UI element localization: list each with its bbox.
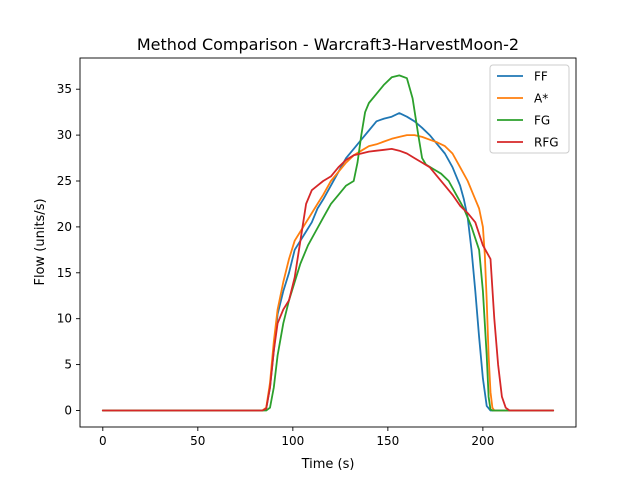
x-axis-label: Time (s) bbox=[301, 457, 355, 472]
legend-label-fg: FG bbox=[534, 114, 550, 128]
chart-title: Method Comparison - Warcraft3-HarvestMoo… bbox=[137, 35, 519, 54]
y-tick-label: 25 bbox=[57, 174, 72, 188]
y-tick-label: 20 bbox=[57, 220, 72, 234]
x-tick-label: 0 bbox=[99, 434, 107, 448]
plot-frame bbox=[79, 57, 577, 428]
series-line-rfg bbox=[101, 147, 555, 412]
y-tick-label: 35 bbox=[57, 82, 72, 96]
y-tick-label: 30 bbox=[57, 128, 72, 142]
x-tick-label: 50 bbox=[190, 434, 205, 448]
x-tick-label: 100 bbox=[281, 434, 304, 448]
series-layer bbox=[101, 74, 555, 412]
legend-label-a: A* bbox=[534, 92, 548, 106]
series-line-a bbox=[101, 134, 555, 412]
x-axis: 0 50 100 150 200 bbox=[99, 427, 494, 448]
series-line-fg bbox=[101, 74, 555, 412]
y-axis-label: Flow (units/s) bbox=[33, 198, 48, 285]
legend: FF A* FG RFG bbox=[489, 64, 570, 154]
y-tick-label: 10 bbox=[57, 312, 72, 326]
legend-frame bbox=[489, 64, 570, 154]
x-tick-label: 200 bbox=[471, 434, 494, 448]
plot-area: 0 50 100 150 200 0 5 10 15 20 25 30 35 bbox=[57, 57, 577, 448]
x-tick-label: 150 bbox=[376, 434, 399, 448]
y-tick-label: 15 bbox=[57, 266, 72, 280]
y-axis: 0 5 10 15 20 25 30 35 bbox=[57, 82, 80, 417]
legend-label-rfg: RFG bbox=[534, 136, 559, 150]
legend-label-ff: FF bbox=[534, 70, 548, 84]
y-tick-label: 0 bbox=[64, 403, 72, 417]
series-line-ff bbox=[101, 112, 555, 412]
y-tick-label: 5 bbox=[64, 358, 72, 372]
